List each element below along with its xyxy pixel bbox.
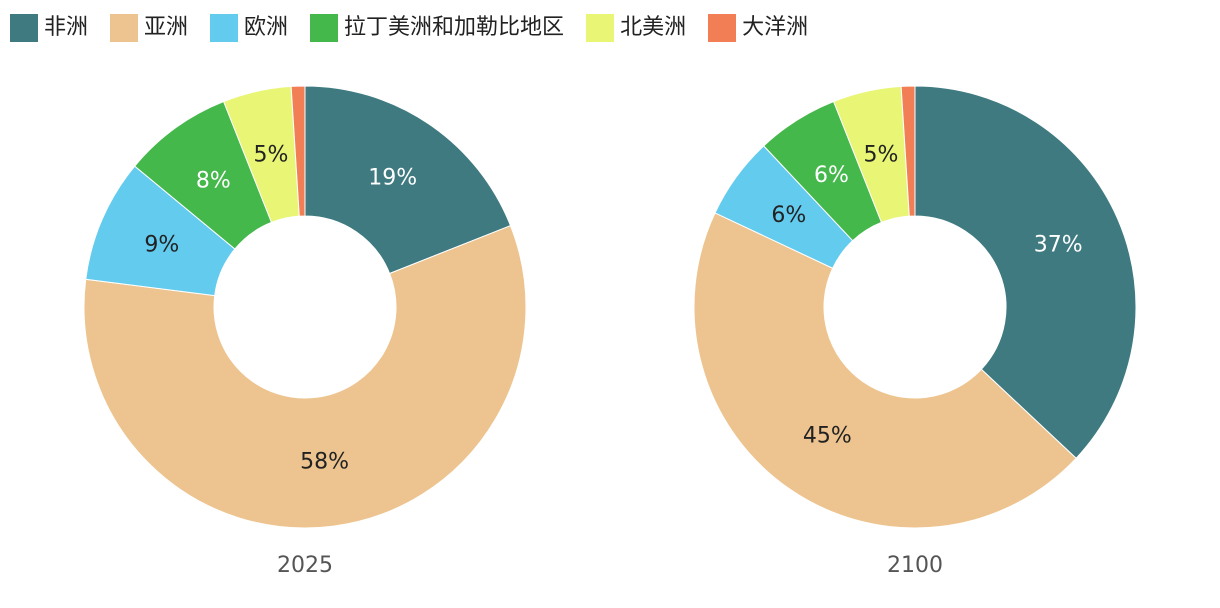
chart-caption: 2100	[887, 553, 943, 578]
donut-chart-2100: 37% 45% 6% 6% 5% 2100	[693, 85, 1137, 578]
slice-africa[interactable]	[304, 85, 512, 275]
slice-label-europe: 9%	[144, 233, 179, 258]
legend-swatch	[10, 14, 38, 42]
slice-label-africa: 19%	[368, 165, 417, 190]
legend-label: 非洲	[44, 15, 89, 40]
chart-caption: 2025	[277, 553, 333, 578]
slice-label-latin-america-caribbean: 8%	[196, 168, 231, 193]
slice-label-north-america: 5%	[254, 142, 289, 167]
slice-label-north-america: 5%	[864, 142, 899, 167]
legend-item-north-america[interactable]: 北美洲	[586, 14, 686, 42]
slice-label-asia: 45%	[803, 424, 852, 449]
legend-label: 亚洲	[144, 15, 189, 40]
donut-chart-2025: 19% 58% 9% 8% 5% 2025	[83, 85, 527, 578]
legend-label: 拉丁美洲和加勒比地区	[344, 15, 565, 40]
legend-label: 大洋洲	[742, 15, 809, 40]
slice-label-africa: 37%	[1034, 233, 1083, 258]
legend-swatch	[586, 14, 615, 42]
legend-item-africa[interactable]: 非洲	[10, 14, 88, 42]
slice-oceania[interactable]	[900, 85, 916, 217]
slice-oceania[interactable]	[290, 85, 306, 217]
legend-item-europe[interactable]: 欧洲	[210, 14, 288, 42]
legend-item-oceania[interactable]: 大洋洲	[708, 14, 808, 42]
slice-africa[interactable]	[914, 85, 1137, 459]
legend-swatch	[310, 14, 339, 42]
slice-label-europe: 6%	[771, 203, 806, 228]
slice-label-asia: 58%	[300, 449, 349, 474]
legend-label: 欧洲	[244, 15, 289, 40]
slice-asia[interactable]	[83, 224, 527, 529]
legend-label: 北美洲	[620, 15, 687, 40]
legend-item-latin-america-caribbean[interactable]: 拉丁美洲和加勒比地区	[310, 14, 564, 42]
legend-item-asia[interactable]: 亚洲	[110, 14, 188, 42]
slice-label-latin-america-caribbean: 6%	[814, 163, 849, 188]
legend-swatch	[210, 14, 239, 42]
legend-swatch	[110, 14, 139, 42]
legend-swatch	[708, 14, 737, 42]
chart-legend: 非洲 亚洲 欧洲 拉丁美洲和加勒比地区 北美洲 大洋洲	[10, 12, 830, 44]
slice-asia[interactable]	[693, 212, 1077, 529]
